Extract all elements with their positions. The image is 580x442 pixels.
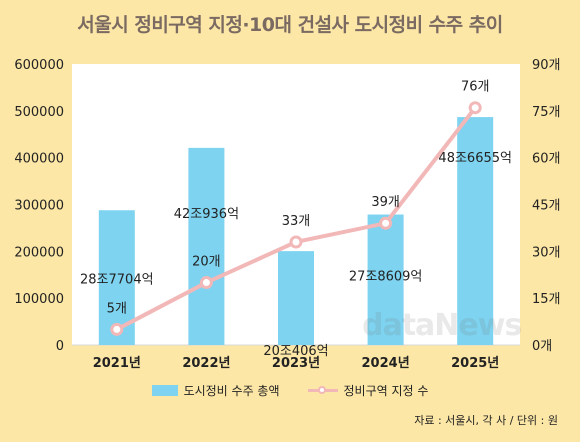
line-data-label: 5개 xyxy=(107,301,127,316)
bar xyxy=(457,117,494,345)
y-left-tick-label: 100000 xyxy=(14,292,64,307)
y-right-tick-label: 90개 xyxy=(532,58,561,73)
y-right-tick-label: 0개 xyxy=(532,339,552,354)
legend-label-line: 정비구역 지정 수 xyxy=(343,384,429,398)
x-tick-label: 2024년 xyxy=(362,356,410,371)
legend-label-bar: 도시정비 수주 총액 xyxy=(183,384,280,398)
y-right-tick-label: 15개 xyxy=(532,292,561,307)
y-left-tick-label: 300000 xyxy=(14,199,64,214)
x-tick-label: 2023년 xyxy=(272,356,320,371)
chart-title: 서울시 정비구역 지정·10대 건설사 도시정비 수주 추이 xyxy=(77,14,503,36)
x-tick-label: 2025년 xyxy=(451,356,499,371)
line-point xyxy=(468,101,482,115)
legend-item-line: 정비구역 지정 수 xyxy=(307,382,429,399)
legend-item-bar: 도시정비 수주 총액 xyxy=(151,382,280,399)
bar-data-label: 27조8609억 xyxy=(349,270,423,285)
x-tick-label: 2021년 xyxy=(93,356,141,371)
bar-data-label: 20조406억 xyxy=(263,344,328,359)
source-note: 자료 : 서울시, 각 사 / 단위 : 원 xyxy=(414,414,558,427)
watermark-logo: dataNews xyxy=(362,308,522,343)
y-left-tick-label: 200000 xyxy=(14,245,64,260)
bar-data-label: 42조936억 xyxy=(174,207,239,222)
bar-data-label: 28조7704억 xyxy=(80,272,154,287)
line-data-label: 33개 xyxy=(282,214,311,229)
bar-data-label: 48조6655억 xyxy=(438,151,512,166)
x-tick-label: 2022년 xyxy=(182,356,230,371)
y-left-tick-label: 0 xyxy=(56,339,64,354)
y-left-tick-label: 500000 xyxy=(14,105,64,120)
y-left-tick-label: 600000 xyxy=(14,58,64,73)
y-right-tick-label: 75개 xyxy=(532,105,561,120)
legend-swatch-bar xyxy=(151,385,178,396)
y-right-tick-label: 60개 xyxy=(532,152,561,167)
bar xyxy=(188,147,225,345)
line-point xyxy=(110,322,124,336)
y-left-tick-label: 400000 xyxy=(14,152,64,167)
legend: 도시정비 수주 총액 정비구역 지정 수 xyxy=(0,382,580,399)
line-point xyxy=(199,276,213,290)
legend-swatch-line xyxy=(307,385,338,396)
y-right-tick-label: 30개 xyxy=(532,245,561,260)
bar xyxy=(278,251,314,345)
line-point xyxy=(289,235,303,249)
y-right-tick-label: 45개 xyxy=(532,199,561,214)
line-point xyxy=(379,216,393,230)
line-data-label: 20개 xyxy=(192,255,221,270)
line-data-label: 76개 xyxy=(461,80,490,95)
line-data-label: 39개 xyxy=(371,195,400,210)
bar xyxy=(367,214,404,345)
